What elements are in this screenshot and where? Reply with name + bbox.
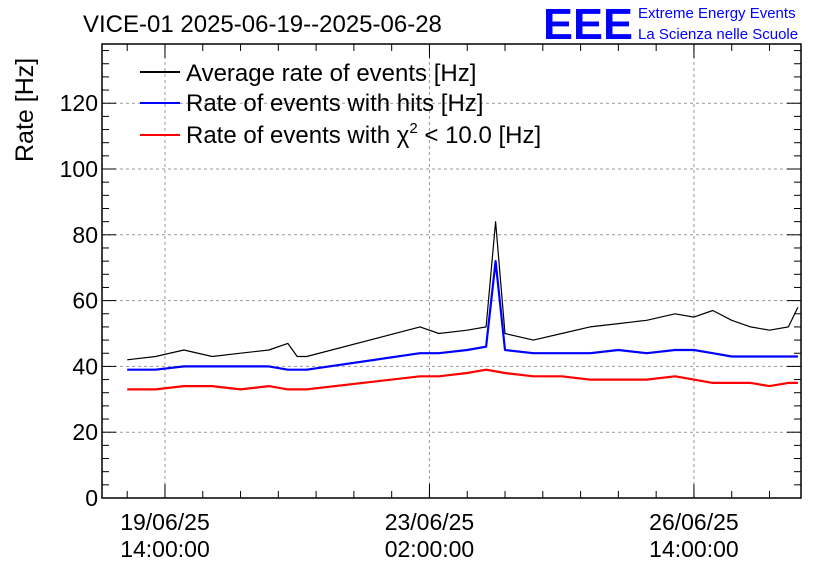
legend-label-average: Average rate of events [Hz]	[186, 60, 476, 87]
y-tick-label: 100	[60, 156, 98, 182]
axes	[101, 43, 802, 499]
eee-logo: EEE Extreme Energy Events La Scienza nel…	[543, 0, 798, 49]
y-tick-label: 40	[72, 353, 98, 379]
plot-frame	[101, 43, 802, 499]
x-tick-label-date: 26/06/25	[649, 509, 739, 535]
ticks: 02040608010012019/06/2514:00:0023/06/250…	[60, 44, 801, 562]
series-line-0	[127, 221, 799, 361]
x-tick-label-date: 19/06/25	[120, 509, 210, 535]
y-axis-label: Rate [Hz]	[11, 58, 39, 162]
y-tick-label: 20	[72, 419, 98, 445]
legend-label-chi2: Rate of events with χ2 < 10.0 [Hz]	[186, 120, 541, 149]
y-tick-label: 120	[60, 90, 98, 116]
logo-line2: La Scienza nelle Scuole	[638, 26, 798, 43]
legend-label-hits: Rate of events with hits [Hz]	[186, 90, 483, 117]
plot-area	[102, 44, 801, 498]
chart-title: VICE-01 2025-06-19--2025-06-28	[83, 11, 442, 38]
logo-letters: EEE	[543, 0, 633, 49]
y-tick-label: 60	[72, 288, 98, 314]
series-line-1	[127, 260, 798, 371]
y-tick-label: 0	[85, 485, 98, 511]
series-layer	[127, 221, 799, 391]
legend: Average rate of events [Hz] Rate of even…	[140, 60, 541, 149]
series-line-2	[127, 368, 798, 391]
logo-line1: Extreme Energy Events	[638, 5, 796, 22]
y-tick-label: 80	[72, 222, 98, 248]
x-tick-label-time: 02:00:00	[385, 536, 475, 562]
x-tick-label-date: 23/06/25	[385, 509, 475, 535]
x-tick-label-time: 14:00:00	[649, 536, 739, 562]
x-tick-label-time: 14:00:00	[120, 536, 210, 562]
